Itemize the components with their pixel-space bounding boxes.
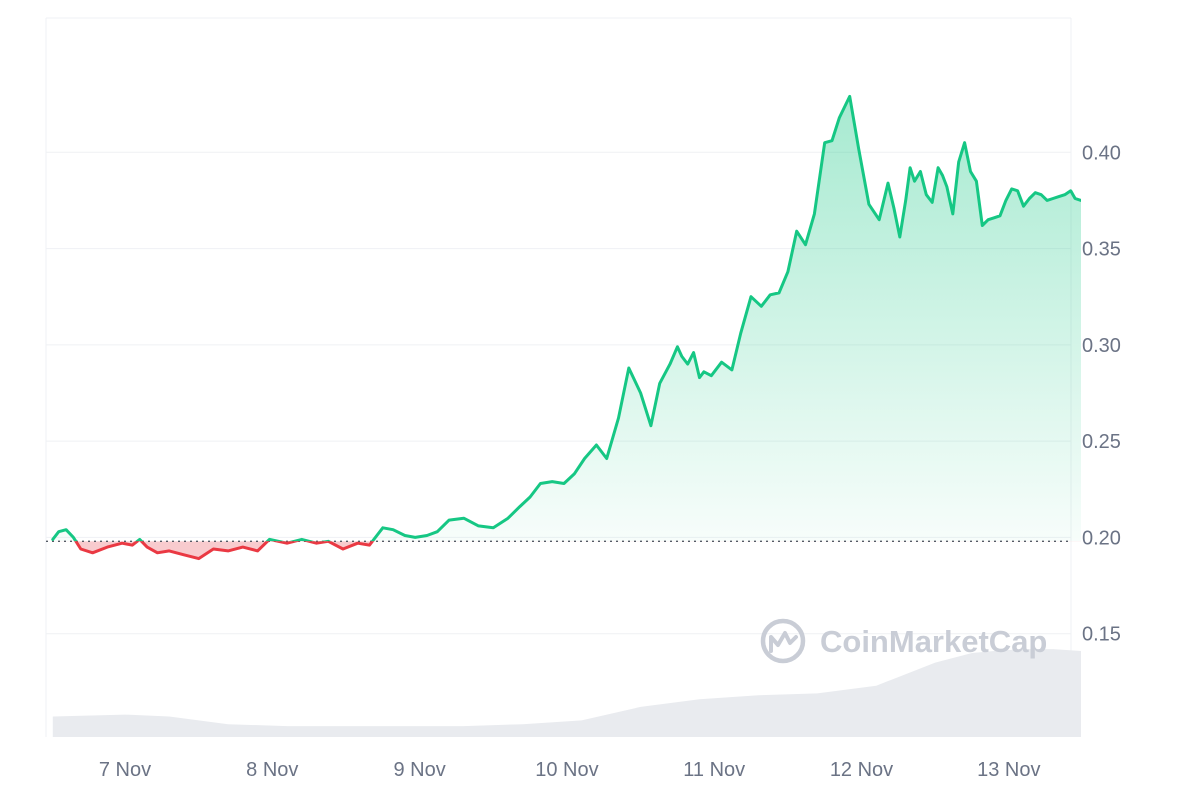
- y-axis: 0.15 0.20 0.25 0.30 0.35 0.40: [1082, 142, 1121, 645]
- price-series: [46, 94, 1081, 561]
- x-tick-label: 13 Nov: [977, 759, 1040, 781]
- volume-area: [52, 649, 1081, 737]
- y-tick-label: 0.30: [1082, 335, 1121, 357]
- x-axis: 7 Nov 8 Nov 9 Nov 10 Nov 11 Nov 12 Nov 13 Nov: [99, 759, 1041, 781]
- coinmarketcap-logo-icon: [760, 618, 806, 664]
- x-tick-label: 7 Nov: [99, 759, 151, 781]
- price-line-above-baseline: [51, 94, 1081, 542]
- y-tick-label: 0.15: [1082, 624, 1121, 646]
- y-tick-label: 0.20: [1082, 527, 1121, 549]
- price-line-below-baseline: [74, 541, 375, 561]
- price-area-above-baseline: [52, 96, 1081, 542]
- x-tick-label: 9 Nov: [393, 759, 445, 781]
- x-tick-label: 8 Nov: [246, 759, 298, 781]
- volume-area-shape: [52, 649, 1081, 737]
- watermark: CoinMarketCap: [760, 618, 1047, 664]
- watermark-text: CoinMarketCap: [820, 624, 1047, 659]
- x-tick-label: 11 Nov: [683, 759, 745, 781]
- x-tick-label: 12 Nov: [830, 759, 893, 781]
- x-tick-label: 10 Nov: [535, 759, 598, 781]
- y-tick-label: 0.40: [1082, 142, 1121, 164]
- y-tick-label: 0.35: [1082, 239, 1121, 261]
- y-tick-label: 0.25: [1082, 431, 1121, 453]
